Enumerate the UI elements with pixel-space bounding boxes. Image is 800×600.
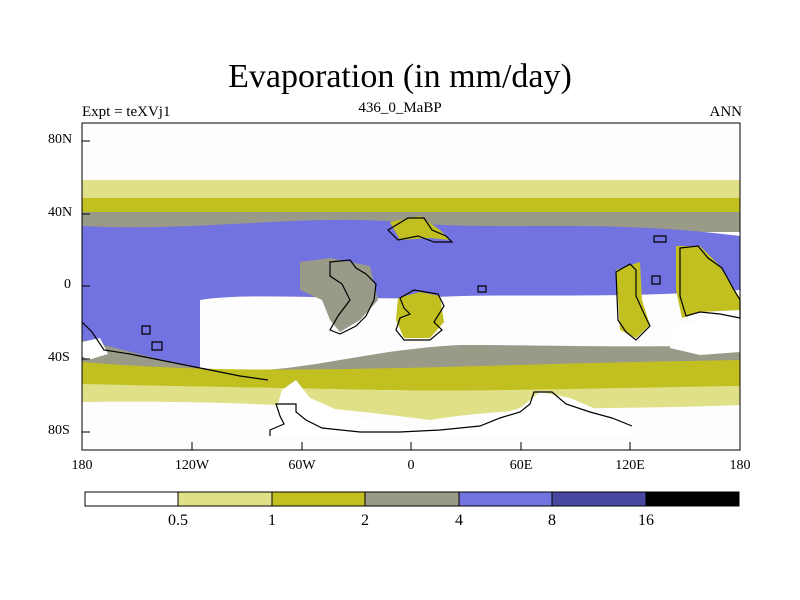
- x-tick-180W: 180: [71, 458, 93, 473]
- y-tick-40N: 40N: [48, 205, 73, 220]
- y-tick-80S: 80S: [48, 423, 70, 438]
- colorbar-label-8: 8: [548, 512, 556, 529]
- band-yellow-south: [82, 384, 740, 420]
- colorbar-box-0.5-1: [177, 491, 273, 507]
- coastline-north-america: [329, 259, 377, 335]
- coastlines: [81, 217, 741, 436]
- x-tick-60W: 60W: [288, 458, 316, 473]
- continent-asia: [616, 262, 650, 338]
- band-blue-tropics: [82, 219, 740, 368]
- coastline-south-america: [395, 289, 445, 341]
- coastline-island-1: [477, 285, 487, 293]
- coastline-island-5: [651, 275, 661, 285]
- colorbar-label-16: 16: [638, 512, 654, 529]
- x-tick-180E: 180: [729, 458, 751, 473]
- colorbar-label-0.5: 0.5: [168, 512, 188, 529]
- ice-patch-east: [670, 320, 740, 355]
- coastline-antarctica: [269, 391, 633, 436]
- colorbar-box-gt-16: [645, 491, 740, 507]
- band-olive-north: [82, 198, 740, 214]
- colorbar: [84, 491, 740, 507]
- coastline-asia: [615, 263, 651, 341]
- band-olive-south: [82, 360, 740, 391]
- y-tick-80N: 80N: [48, 132, 73, 147]
- x-tick-120E: 120E: [615, 458, 645, 473]
- x-tick-0: 0: [407, 458, 415, 473]
- colorbar-label-2: 2: [361, 512, 369, 529]
- continent-australia: [676, 246, 740, 318]
- y-tick-40S: 40S: [48, 350, 70, 365]
- colorbar-box-8-16: [551, 491, 647, 507]
- colorbar-box-2-4: [364, 491, 460, 507]
- axis-ticks: [81, 140, 741, 450]
- coastline-europe: [387, 217, 454, 243]
- coastline-island-2: [141, 325, 151, 335]
- continent-south-america: [396, 292, 444, 338]
- colorbar-box-1-2: [271, 491, 366, 507]
- colorbar-label-4: 4: [455, 512, 463, 529]
- ice-patch-west: [82, 338, 108, 360]
- continent-antarctica-ice: [270, 380, 634, 435]
- time-label: 436_0_MaBP: [358, 100, 442, 116]
- colorbar-box-lt-0.5: [84, 491, 179, 507]
- colorbar-label-1: 1: [268, 512, 276, 529]
- band-low-lat-yellow-north: [82, 180, 740, 200]
- colorbar-box-4-8: [458, 491, 553, 507]
- season-label: ANN: [709, 104, 743, 120]
- plot-title: Evaporation (in mm/day): [228, 58, 572, 95]
- experiment-label: Expt = teXVj1: [82, 104, 171, 120]
- coastline-island-3: [151, 341, 163, 351]
- coastline-southwest: [81, 321, 269, 381]
- coastline-island-4: [653, 235, 667, 243]
- continent-north-america: [300, 258, 378, 332]
- x-tick-60E: 60E: [509, 458, 533, 473]
- continent-europe: [390, 216, 450, 240]
- x-tick-120W: 120W: [174, 458, 210, 473]
- y-tick-0: 0: [64, 277, 71, 292]
